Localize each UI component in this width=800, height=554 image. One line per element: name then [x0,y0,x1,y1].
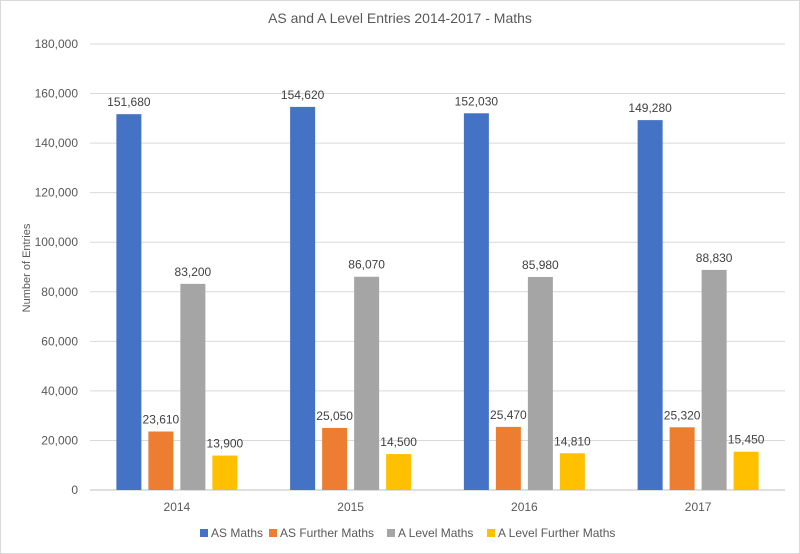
x-tick-label: 2015 [337,500,364,514]
bar [527,276,553,490]
bar [116,114,142,491]
bar [559,453,585,490]
y-tick-label: 180,000 [35,37,79,51]
y-tick-label: 140,000 [35,136,79,150]
bar [669,427,695,490]
x-axis-ticks: 2014 2015 2016 2017 [164,500,712,514]
data-label: 15,450 [728,433,765,447]
data-label: 88,830 [696,251,733,265]
y-tick-label: 80,000 [41,285,78,299]
data-label: 14,500 [380,435,417,449]
legend-label: A Level Further Maths [498,526,615,540]
data-label: 14,810 [554,434,591,448]
bar [495,426,521,490]
data-label: 151,680 [107,95,151,109]
bars [116,106,759,491]
data-label: 152,030 [455,94,499,108]
x-tick-label: 2016 [511,500,538,514]
bar [733,451,759,490]
y-axis-label: Number of Entries [21,223,33,312]
data-label: 13,900 [207,437,244,451]
data-label: 25,470 [490,408,527,422]
data-labels: 151,680 23,610 83,200 13,900 154,620 25,050 86… [107,88,765,451]
legend-swatch [487,529,495,537]
legend-label: AS Further Maths [280,526,374,540]
data-label: 86,070 [348,258,385,272]
data-label: 25,320 [664,408,701,422]
y-tick-label: 100,000 [35,235,79,249]
legend-label: A Level Maths [398,526,473,540]
bar [212,455,238,490]
legend-label: AS Maths [211,526,263,540]
y-tick-label: 120,000 [35,186,79,200]
data-label: 25,050 [316,409,353,423]
chart-title: AS and A Level Entries 2014-2017 - Maths [268,10,532,26]
y-tick-label: 40,000 [41,384,78,398]
bar [148,431,174,490]
y-axis-ticks: 0 20,000 40,000 60,000 80,000 100,000 120,000 1… [35,37,79,497]
data-label: 154,620 [281,88,325,102]
legend-swatch [200,529,208,537]
data-label: 149,280 [628,101,672,115]
y-tick-label: 0 [71,483,78,497]
y-tick-label: 20,000 [41,433,78,447]
bar [701,269,727,490]
data-label: 23,610 [143,412,180,426]
legend-swatch [269,529,277,537]
bar [354,276,380,490]
y-tick-label: 60,000 [41,334,78,348]
data-label: 83,200 [175,265,212,279]
y-tick-label: 160,000 [35,87,79,101]
data-label: 85,980 [522,258,559,272]
legend-swatch [387,529,395,537]
bar [463,113,489,491]
gridlines [90,43,785,491]
bar [322,427,348,490]
legend: AS Maths AS Further Maths A Level Maths A L… [200,526,615,540]
x-tick-label: 2017 [685,500,712,514]
bar [290,106,316,491]
x-tick-label: 2014 [164,500,191,514]
bar [637,120,663,490]
bar [386,454,412,490]
bar [180,283,206,490]
